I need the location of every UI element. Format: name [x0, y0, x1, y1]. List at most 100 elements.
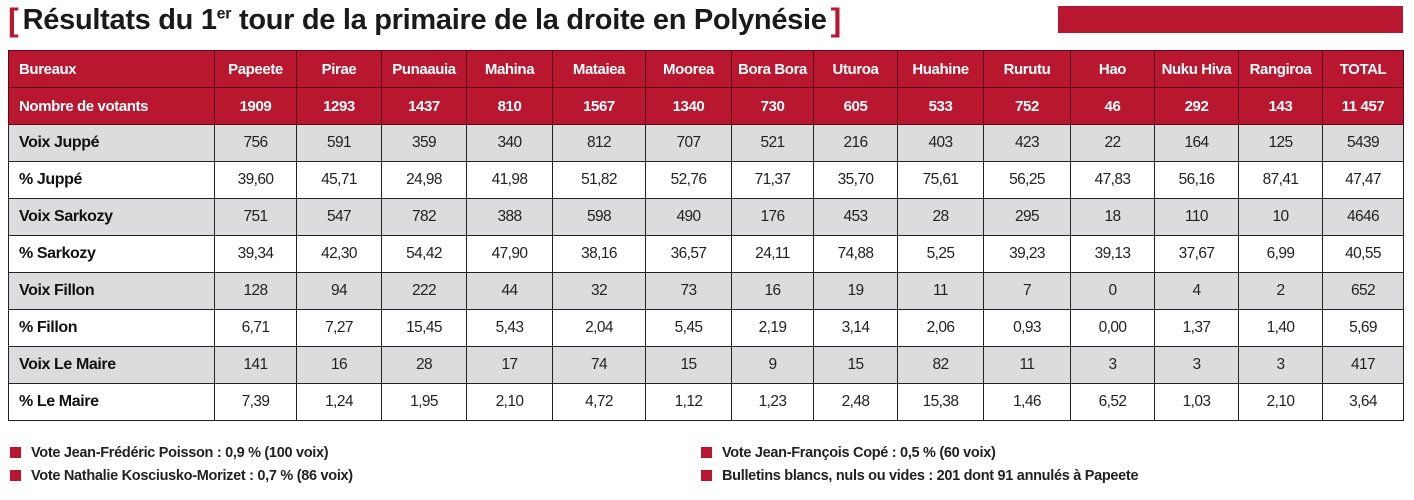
table-cell: 2,48: [813, 383, 898, 421]
row-label: Voix Juppé: [8, 124, 215, 162]
table-cell: 75,61: [897, 161, 984, 199]
table-cell: 11 457: [1322, 87, 1404, 125]
table-cell: 39,23: [983, 235, 1071, 273]
table-cell: 7,39: [214, 383, 297, 421]
table-cell: 3: [1154, 346, 1239, 384]
table-cell: 2,04: [552, 309, 646, 347]
table-cell: 730: [731, 87, 814, 125]
table-cell: 39,34: [214, 235, 297, 273]
table-cell: 6,71: [214, 309, 297, 347]
table-cell: 1567: [552, 87, 646, 125]
table-cell: 751: [214, 198, 297, 236]
table-cell: 74,88: [813, 235, 898, 273]
note-text: Vote Jean-François Copé : 0,5 % (60 voix…: [722, 444, 996, 461]
table-cell: 2: [1238, 272, 1323, 310]
table-row: % Juppé 39,60 45,71 24,98 41,98 51,82 52,76 71,…: [8, 161, 1404, 199]
table-cell: 38,16: [552, 235, 646, 273]
table-cell: 707: [645, 124, 732, 162]
table-cell: 47,90: [466, 235, 553, 273]
row-label: % Juppé: [8, 161, 215, 199]
table-row: Voix Sarkozy 751 547 782 388 598 490 176 453 28 29…: [8, 198, 1404, 236]
title-close-bracket: ]: [830, 1, 842, 38]
note-item: Vote Jean-Frédéric Poisson : 0,9 % (100 …: [10, 441, 353, 464]
column-header: Rangiroa: [1238, 50, 1323, 88]
column-header: Mahina: [466, 50, 553, 88]
table-cell: 547: [296, 198, 382, 236]
note-item: Vote Jean-François Copé : 0,5 % (60 voix…: [701, 441, 1138, 464]
table-cell: 141: [214, 346, 297, 384]
row-label: % Fillon: [8, 309, 215, 347]
table-cell: 82: [897, 346, 984, 384]
column-header: Bureaux: [8, 50, 215, 88]
table-cell: 15: [813, 346, 898, 384]
title-prefix: Résultats du 1: [22, 3, 217, 36]
column-header: TOTAL: [1322, 50, 1404, 88]
row-label: Voix Le Maire: [8, 346, 215, 384]
table-row: Nombre de votants 1909 1293 1437 810 1567 1340…: [8, 87, 1404, 125]
table-cell: 0,00: [1070, 309, 1155, 347]
note-text: Vote Nathalie Kosciusko-Morizet : 0,7 % …: [31, 467, 353, 484]
table-cell: 388: [466, 198, 553, 236]
table-cell: 7: [983, 272, 1071, 310]
table-cell: 47,47: [1322, 161, 1404, 199]
table-cell: 605: [813, 87, 898, 125]
table-cell: 39,60: [214, 161, 297, 199]
table-cell: 1437: [381, 87, 467, 125]
table-cell: 41,98: [466, 161, 553, 199]
column-header: Uturoa: [813, 50, 898, 88]
title-suffix: tour de la primaire de la droite en Poly…: [231, 3, 827, 36]
table-cell: 28: [381, 346, 467, 384]
table-cell: 17: [466, 346, 553, 384]
table-cell: 216: [813, 124, 898, 162]
table-cell: 15,45: [381, 309, 467, 347]
table-header-row: Bureaux Papeete Pirae Punaauia Mahina Mataiea…: [8, 50, 1404, 88]
table-cell: 40,55: [1322, 235, 1404, 273]
table-cell: 16: [731, 272, 814, 310]
notes-left: Vote Jean-Frédéric Poisson : 0,9 % (100 …: [10, 441, 353, 487]
table-cell: 15,38: [897, 383, 984, 421]
table-cell: 7,27: [296, 309, 382, 347]
table-cell: 19: [813, 272, 898, 310]
table-cell: 71,37: [731, 161, 814, 199]
table-cell: 54,42: [381, 235, 467, 273]
table-cell: 591: [296, 124, 382, 162]
row-label: % Sarkozy: [8, 235, 215, 273]
table-row: Voix Le Maire 141 16 28 17 74 15 9 15 82 11 3 3 3 417: [8, 346, 1404, 384]
note-text: Vote Jean-Frédéric Poisson : 0,9 % (100 …: [31, 444, 329, 461]
table-row: Voix Fillon 128 94 222 44 32 73 16 19 11 7 0 4 2 652: [8, 272, 1404, 310]
table-cell: 521: [731, 124, 814, 162]
table-cell: 6,99: [1238, 235, 1323, 273]
table-cell: 35,70: [813, 161, 898, 199]
note-text: Bulletins blancs, nuls ou vides : 201 do…: [722, 467, 1139, 484]
title-text: Résultats du 1er tour de la primaire de …: [23, 4, 827, 37]
results-table: Bureaux Papeete Pirae Punaauia Mahina Mataiea…: [8, 50, 1404, 421]
note-item: Vote Nathalie Kosciusko-Morizet : 0,7 % …: [10, 464, 353, 487]
table-cell: 340: [466, 124, 553, 162]
table-cell: 756: [214, 124, 297, 162]
table-cell: 32: [552, 272, 646, 310]
table-cell: 812: [552, 124, 646, 162]
table-cell: 3,64: [1322, 383, 1404, 421]
column-header: Nuku Hiva: [1154, 50, 1239, 88]
table-cell: 1,46: [983, 383, 1071, 421]
table-cell: 1340: [645, 87, 732, 125]
table-cell: 1,03: [1154, 383, 1239, 421]
column-header: Papeete: [214, 50, 297, 88]
table-cell: 598: [552, 198, 646, 236]
table-row: % Fillon 6,71 7,27 15,45 5,43 2,04 5,45 2,19 3,1…: [8, 309, 1404, 347]
row-label: Voix Sarkozy: [8, 198, 215, 236]
table-cell: 0,93: [983, 309, 1071, 347]
table-cell: 51,82: [552, 161, 646, 199]
table-cell: 1,12: [645, 383, 732, 421]
table-cell: 37,67: [1154, 235, 1239, 273]
table-cell: 5,69: [1322, 309, 1404, 347]
table-cell: 752: [983, 87, 1071, 125]
table-row: % Sarkozy 39,34 42,30 54,42 47,90 38,16 36,57 2…: [8, 235, 1404, 273]
column-header: Moorea: [645, 50, 732, 88]
note-item: Bulletins blancs, nuls ou vides : 201 do…: [701, 464, 1139, 487]
table-cell: 10: [1238, 198, 1323, 236]
bullet-square-icon: [701, 447, 712, 458]
column-header: Punaauia: [381, 50, 467, 88]
table-cell: 18: [1070, 198, 1155, 236]
table-cell: 1,40: [1238, 309, 1323, 347]
